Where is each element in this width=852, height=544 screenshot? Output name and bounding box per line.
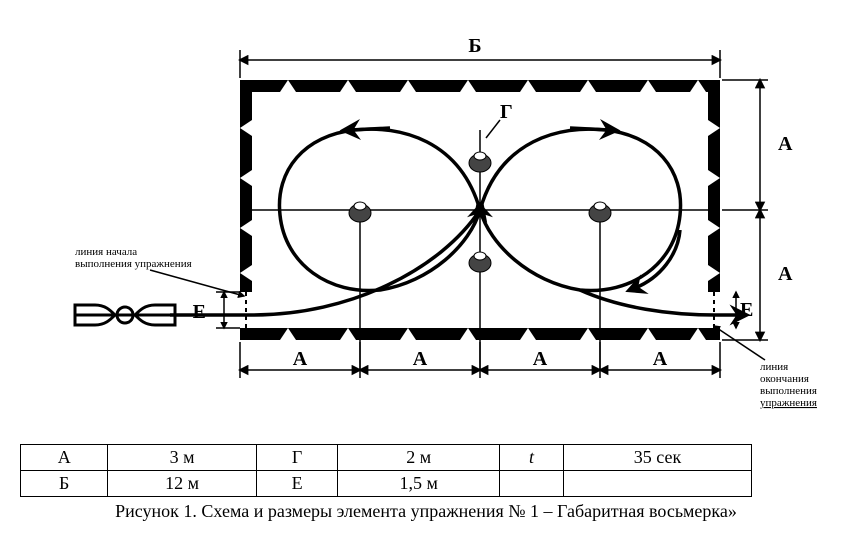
table-row: Б 12 м Е 1,5 м xyxy=(21,471,752,497)
dim-label-a-b2: А xyxy=(533,348,548,370)
svg-text:линия: линия xyxy=(760,361,788,373)
dim-top-b: Б xyxy=(240,35,720,78)
dim-label-a1: А xyxy=(778,133,793,155)
dim-label-b: Б xyxy=(468,35,481,57)
figure-eight-path xyxy=(170,128,740,315)
svg-text:линия начала: линия начала xyxy=(75,246,137,258)
svg-text:выполнения упражнения: выполнения упражнения xyxy=(75,258,192,270)
cone xyxy=(469,252,491,272)
dim-e-left: Е xyxy=(193,292,240,328)
note-start: линия начала выполнения упражнения xyxy=(75,246,244,296)
dimensions-table: А 3 м Г 2 м t 35 сек Б 12 м Е 1,5 м xyxy=(20,444,752,497)
cell: t xyxy=(499,445,563,471)
dim-label-a-b3: А xyxy=(653,348,668,370)
dim-right-a-upper: А xyxy=(722,80,793,210)
dim-label-a2: А xyxy=(778,263,793,285)
cell xyxy=(564,471,752,497)
cell: Г xyxy=(256,445,338,471)
svg-text:упражнения: упражнения xyxy=(760,397,817,409)
cell: Б xyxy=(21,471,108,497)
dim-label-a-b1: А xyxy=(413,348,428,370)
diagram: Б А А Е Е А А А А xyxy=(20,20,832,440)
cell: 35 сек xyxy=(564,445,752,471)
dim-e-right: Е xyxy=(736,292,753,328)
dim-label-e-left: Е xyxy=(193,301,206,323)
cone xyxy=(349,202,371,222)
cell: Е xyxy=(256,471,338,497)
dim-bottom: А А А А xyxy=(240,342,720,378)
motorcycle-icon xyxy=(75,305,175,325)
figure-caption: Рисунок 1. Схема и размеры элемента упра… xyxy=(20,501,832,522)
dim-label-a-b0: А xyxy=(293,348,308,370)
note-end: линия окончания выполнения упражнения xyxy=(714,326,817,409)
cell: 1,5 м xyxy=(338,471,499,497)
cone xyxy=(469,152,491,172)
dim-label-e-right: Е xyxy=(740,299,753,321)
cell: А xyxy=(21,445,108,471)
dim-right-a-lower: А xyxy=(722,210,793,340)
cell xyxy=(499,471,563,497)
svg-text:выполнения: выполнения xyxy=(760,385,817,397)
cell: 2 м xyxy=(338,445,499,471)
table-row: А 3 м Г 2 м t 35 сек xyxy=(21,445,752,471)
dim-g: Г xyxy=(486,101,513,138)
svg-text:окончания: окончания xyxy=(760,373,809,385)
cell: 3 м xyxy=(108,445,256,471)
cone xyxy=(589,202,611,222)
cell: 12 м xyxy=(108,471,256,497)
dim-label-g: Г xyxy=(500,101,513,123)
